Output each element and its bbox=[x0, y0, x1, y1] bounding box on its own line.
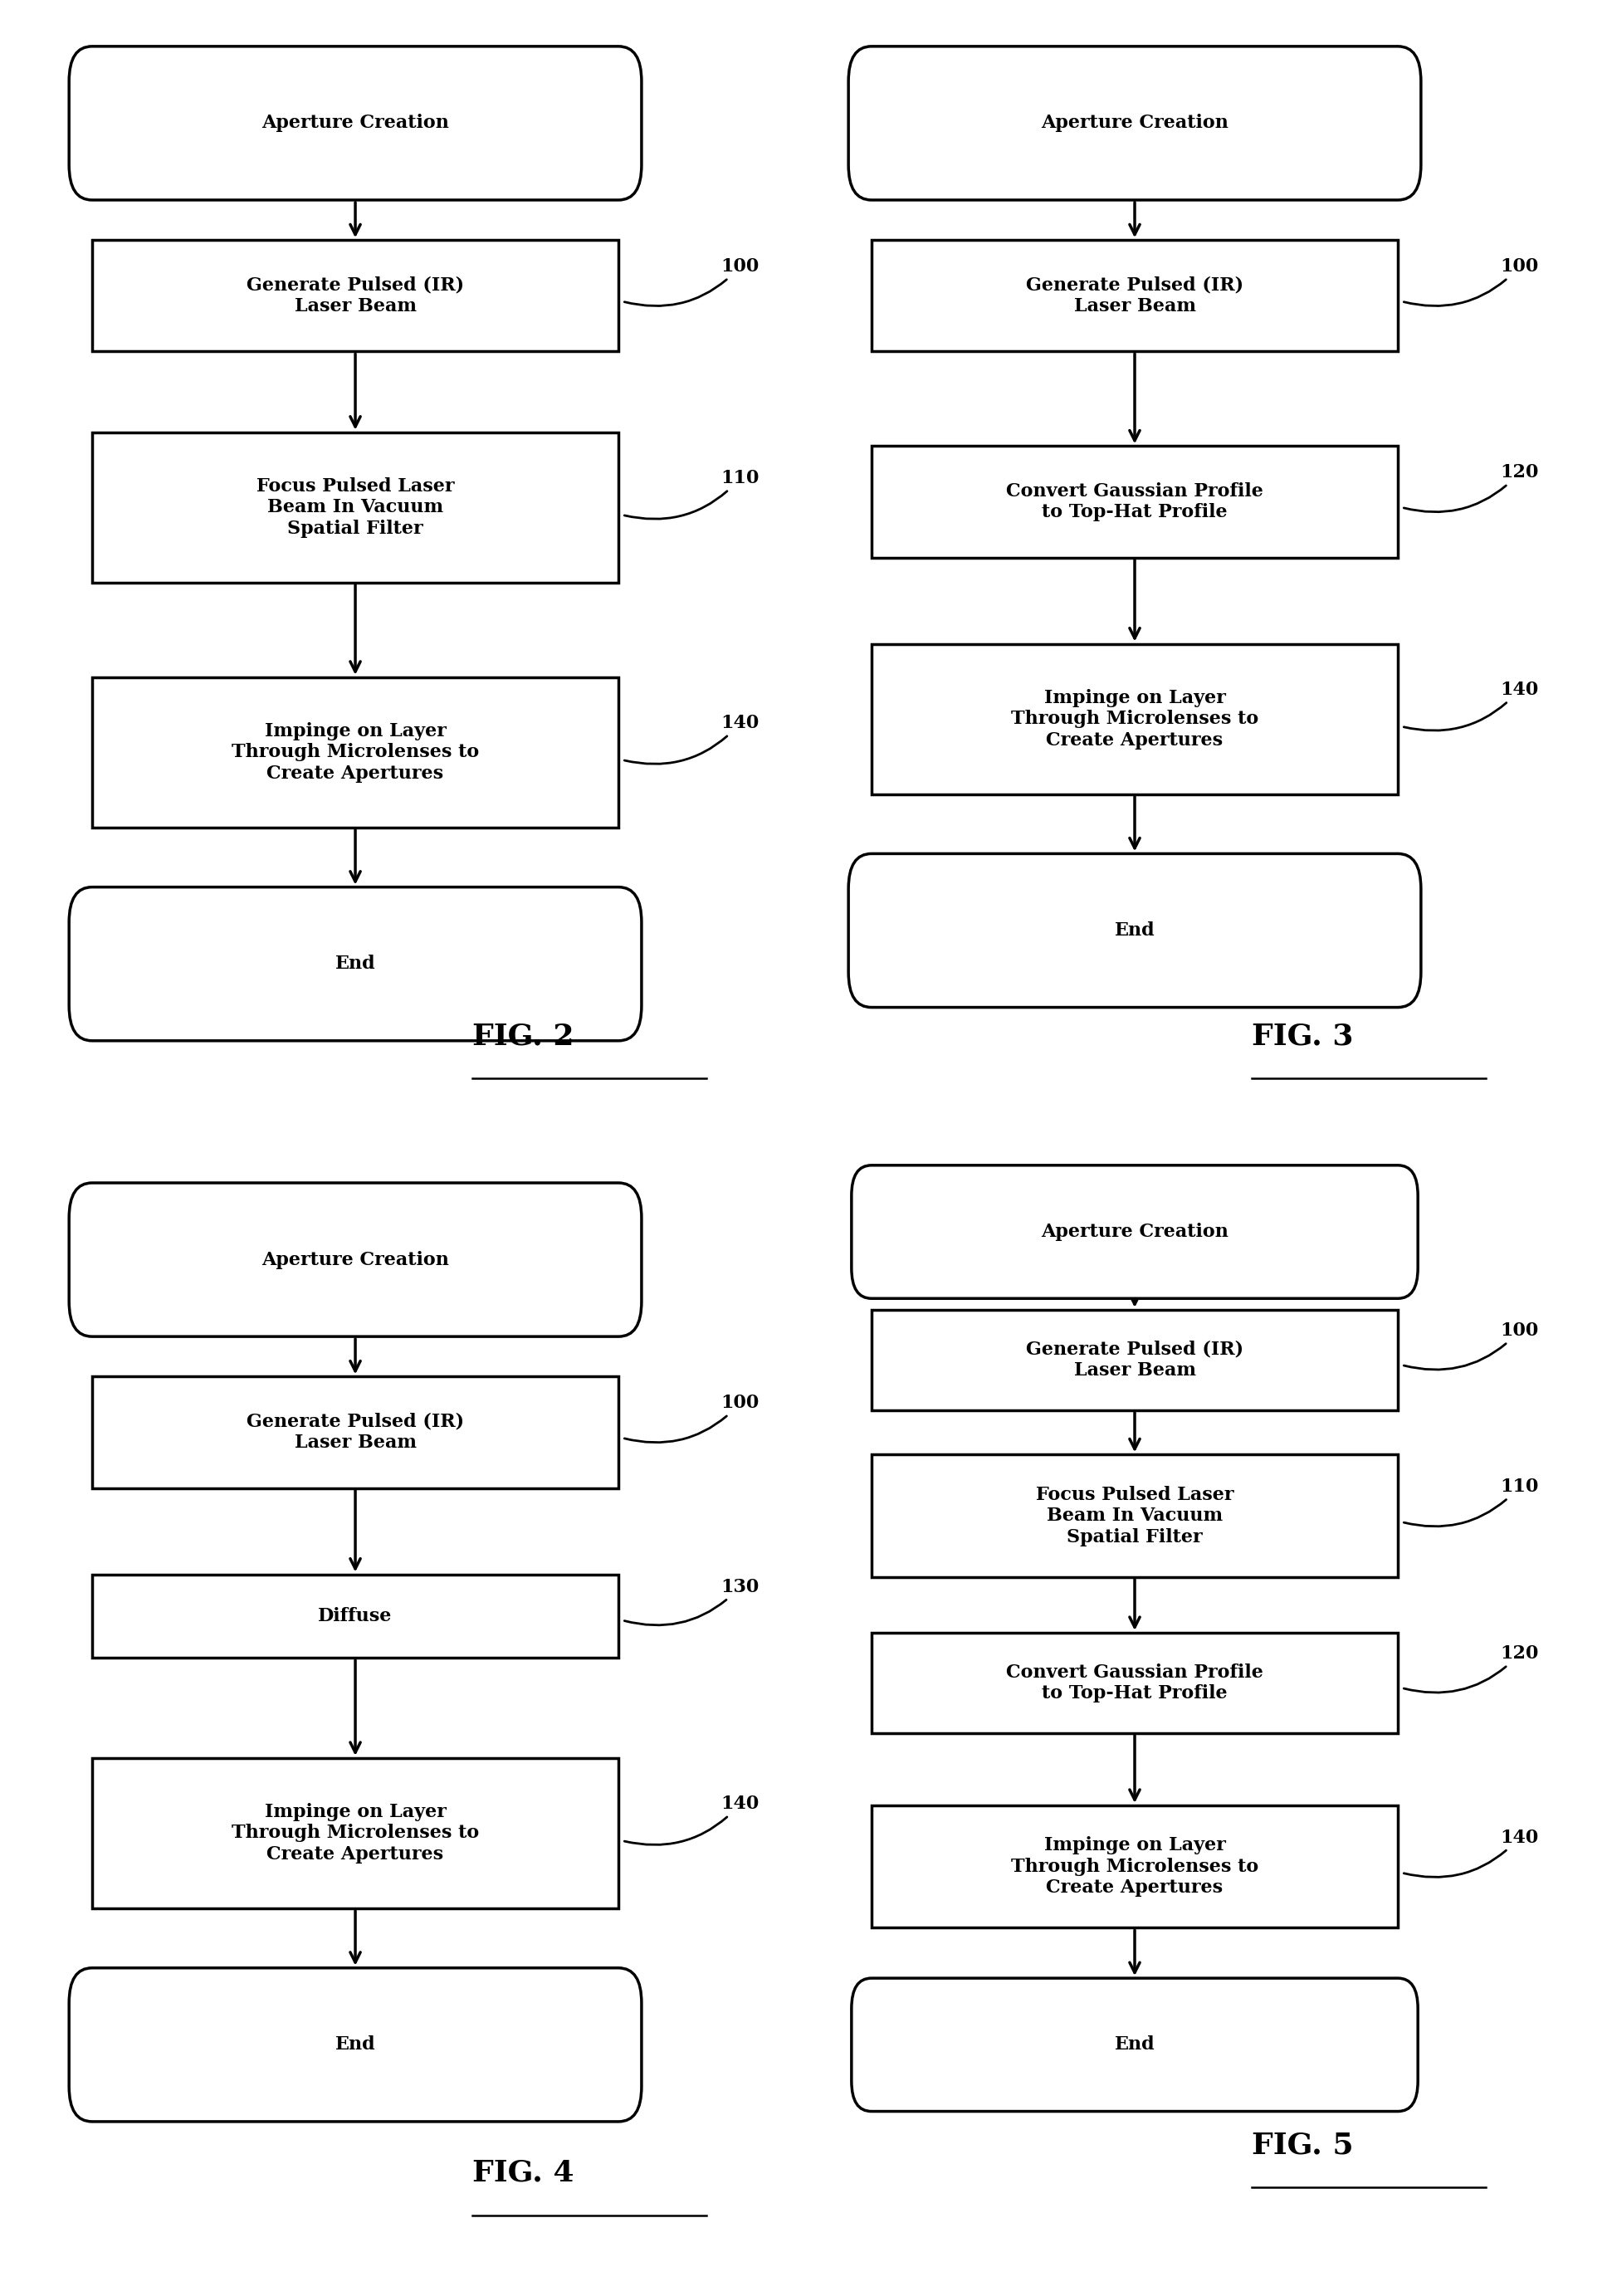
Text: Generate Pulsed (IR)
Laser Beam: Generate Pulsed (IR) Laser Beam bbox=[1025, 276, 1244, 315]
Text: End: End bbox=[1115, 2037, 1155, 2055]
FancyBboxPatch shape bbox=[69, 1182, 641, 1336]
Text: 100: 100 bbox=[625, 257, 759, 305]
Bar bbox=[92, 432, 619, 583]
Bar bbox=[871, 1309, 1398, 1410]
Bar bbox=[92, 1378, 619, 1488]
FancyBboxPatch shape bbox=[848, 46, 1421, 200]
Text: 130: 130 bbox=[625, 1577, 759, 1626]
Text: 140: 140 bbox=[1405, 1828, 1538, 1878]
Text: 110: 110 bbox=[1405, 1479, 1540, 1527]
Bar bbox=[92, 241, 619, 351]
Text: Impinge on Layer
Through Microlenses to
Create Apertures: Impinge on Layer Through Microlenses to … bbox=[231, 723, 479, 783]
Text: Impinge on Layer
Through Microlenses to
Create Apertures: Impinge on Layer Through Microlenses to … bbox=[231, 1802, 479, 1864]
Text: FIG. 3: FIG. 3 bbox=[1252, 1022, 1353, 1049]
Text: Aperture Creation: Aperture Creation bbox=[1041, 1224, 1228, 1242]
Text: End: End bbox=[336, 2037, 376, 2055]
Text: 100: 100 bbox=[1405, 1322, 1538, 1371]
Text: 140: 140 bbox=[625, 1795, 759, 1844]
Bar bbox=[871, 643, 1398, 794]
FancyBboxPatch shape bbox=[852, 1979, 1417, 2112]
Text: FIG. 4: FIG. 4 bbox=[472, 2158, 574, 2186]
FancyBboxPatch shape bbox=[69, 1968, 641, 2122]
FancyBboxPatch shape bbox=[69, 886, 641, 1040]
Text: Convert Gaussian Profile
to Top-Hat Profile: Convert Gaussian Profile to Top-Hat Prof… bbox=[1006, 1662, 1263, 1704]
Text: 120: 120 bbox=[1405, 1644, 1540, 1692]
Text: Focus Pulsed Laser
Beam In Vacuum
Spatial Filter: Focus Pulsed Laser Beam In Vacuum Spatia… bbox=[257, 478, 455, 537]
Text: Impinge on Layer
Through Microlenses to
Create Apertures: Impinge on Layer Through Microlenses to … bbox=[1011, 1837, 1258, 1896]
Text: FIG. 2: FIG. 2 bbox=[472, 1022, 574, 1049]
Text: End: End bbox=[336, 955, 376, 974]
FancyBboxPatch shape bbox=[852, 1166, 1417, 1300]
Bar bbox=[871, 241, 1398, 351]
Text: Aperture Creation: Aperture Creation bbox=[262, 115, 448, 133]
Text: 100: 100 bbox=[1405, 257, 1538, 305]
Text: 140: 140 bbox=[1405, 680, 1538, 730]
Text: 100: 100 bbox=[625, 1394, 759, 1442]
Text: 110: 110 bbox=[625, 468, 760, 519]
Bar bbox=[871, 1805, 1398, 1929]
Bar bbox=[871, 445, 1398, 558]
Bar bbox=[871, 1456, 1398, 1577]
Text: Aperture Creation: Aperture Creation bbox=[262, 1251, 448, 1270]
Text: Convert Gaussian Profile
to Top-Hat Profile: Convert Gaussian Profile to Top-Hat Prof… bbox=[1006, 482, 1263, 521]
Text: 120: 120 bbox=[1405, 464, 1540, 512]
Text: 140: 140 bbox=[625, 714, 759, 765]
Text: Generate Pulsed (IR)
Laser Beam: Generate Pulsed (IR) Laser Beam bbox=[246, 276, 464, 315]
Bar bbox=[871, 1632, 1398, 1733]
Bar bbox=[92, 677, 619, 827]
Text: Focus Pulsed Laser
Beam In Vacuum
Spatial Filter: Focus Pulsed Laser Beam In Vacuum Spatia… bbox=[1037, 1486, 1234, 1545]
FancyBboxPatch shape bbox=[69, 46, 641, 200]
Bar bbox=[92, 1759, 619, 1908]
Text: Generate Pulsed (IR)
Laser Beam: Generate Pulsed (IR) Laser Beam bbox=[246, 1412, 464, 1451]
FancyBboxPatch shape bbox=[848, 854, 1421, 1008]
Bar bbox=[92, 1575, 619, 1658]
Text: FIG. 5: FIG. 5 bbox=[1252, 2131, 1353, 2158]
Text: Diffuse: Diffuse bbox=[318, 1607, 392, 1626]
Text: End: End bbox=[1115, 921, 1155, 939]
Text: Aperture Creation: Aperture Creation bbox=[1041, 115, 1228, 133]
Text: Generate Pulsed (IR)
Laser Beam: Generate Pulsed (IR) Laser Beam bbox=[1025, 1341, 1244, 1380]
Text: Impinge on Layer
Through Microlenses to
Create Apertures: Impinge on Layer Through Microlenses to … bbox=[1011, 689, 1258, 748]
